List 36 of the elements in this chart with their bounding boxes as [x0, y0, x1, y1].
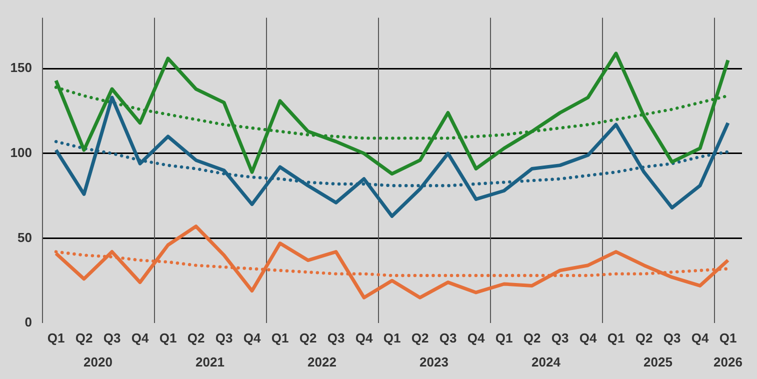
- text: 2023: [420, 354, 448, 370]
- text: 2024: [532, 354, 562, 370]
- x-tick-label: Q2: [411, 330, 429, 346]
- x-tick-label: Q3: [103, 330, 121, 346]
- y-tick-label: 0: [24, 314, 32, 330]
- x-tick-label: Q1: [159, 330, 177, 346]
- x-tick-label: Q4: [467, 330, 486, 346]
- x-tick-label: Q3: [551, 330, 569, 346]
- x-tick-label: Q4: [131, 330, 150, 346]
- x-tick-label: Q1: [607, 330, 625, 346]
- text: 2021: [196, 354, 224, 370]
- x-tick-label: Q1: [719, 330, 737, 346]
- x-tick-label: Q4: [243, 330, 262, 346]
- x-tick-label: Q2: [187, 330, 205, 346]
- text: 2022: [308, 354, 336, 370]
- y-tick-label: 150: [10, 60, 32, 76]
- x-tick-label: Q3: [215, 330, 233, 346]
- x-tick-label: Q1: [383, 330, 401, 346]
- text: 2020: [84, 354, 112, 370]
- x-tick-label: Q1: [271, 330, 289, 346]
- x-tick-label: Q4: [691, 330, 710, 346]
- x-tick-label: Q2: [75, 330, 93, 346]
- x-tick-label: Q2: [635, 330, 653, 346]
- y-tick-label: 100: [10, 145, 32, 160]
- x-tick-label: Q4: [579, 330, 598, 346]
- x-tick-label: Q3: [327, 330, 345, 346]
- x-tick-label: Q3: [439, 330, 457, 346]
- text: 2026: [714, 354, 742, 370]
- x-tick-label: Q1: [495, 330, 513, 346]
- x-tick-label: Q2: [523, 330, 541, 346]
- x-tick-label: Q4: [355, 330, 374, 346]
- x-tick-label: Q1: [47, 330, 65, 346]
- x-tick-label: Q3: [663, 330, 681, 346]
- text: 2025: [644, 354, 672, 370]
- y-tick-label: 50: [18, 230, 32, 245]
- x-tick-label: Q2: [299, 330, 317, 346]
